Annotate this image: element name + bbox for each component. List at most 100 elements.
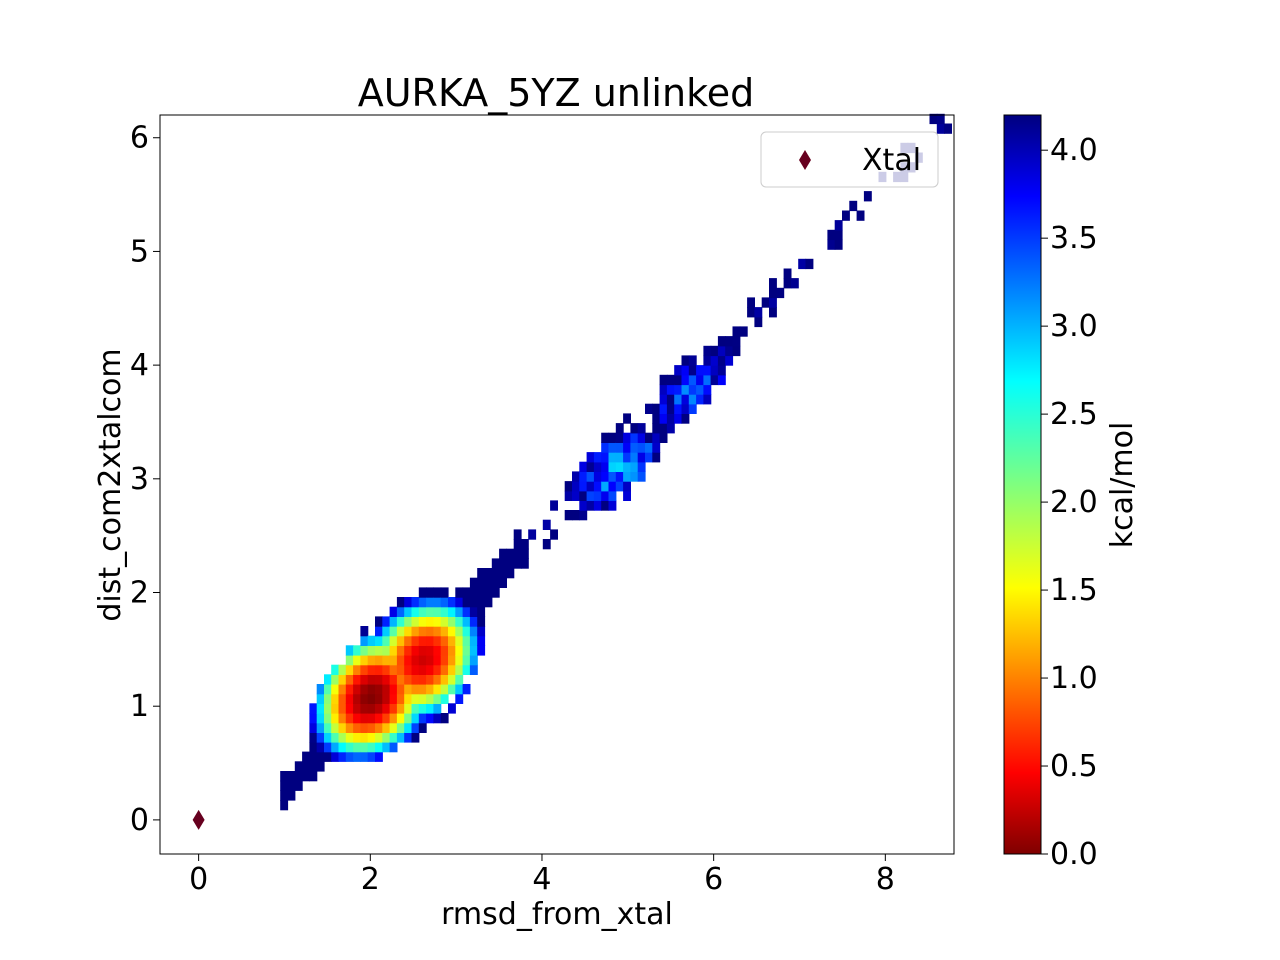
- heatmap-cell: [287, 790, 296, 801]
- heatmap-cell: [703, 365, 712, 376]
- heatmap-cell: [462, 655, 471, 666]
- heatmap-cell: [411, 703, 420, 714]
- heatmap-cell: [440, 684, 449, 695]
- heatmap-cell: [411, 597, 420, 608]
- heatmap-cell: [345, 674, 354, 685]
- heatmap-cell: [353, 693, 361, 704]
- heatmap-cell: [316, 684, 325, 695]
- heatmap-cell: [375, 732, 383, 743]
- heatmap-cell: [375, 616, 383, 627]
- heatmap-cell: [338, 713, 347, 724]
- heatmap-cell: [331, 713, 340, 724]
- y-tick-label: 5: [130, 234, 149, 269]
- heatmap-cell: [477, 587, 486, 598]
- heatmap-cell: [426, 597, 434, 608]
- heatmap-cell: [389, 664, 398, 675]
- heatmap-cell: [389, 713, 398, 724]
- heatmap-cell: [396, 664, 405, 675]
- heatmap-cell: [681, 384, 690, 395]
- x-tick-label: 0: [189, 862, 208, 897]
- heatmap-cell: [411, 693, 420, 704]
- heatmap-cell: [280, 790, 289, 801]
- heatmap-cell: [411, 674, 420, 685]
- heatmap-cell: [375, 674, 383, 685]
- heatmap-cell: [477, 577, 486, 588]
- heatmap-cell: [623, 461, 631, 472]
- heatmap-cell: [710, 365, 719, 376]
- heatmap-cell: [418, 703, 427, 714]
- heatmap-cell: [601, 500, 610, 511]
- heatmap-cell: [411, 655, 420, 666]
- heatmap-cell: [703, 394, 712, 405]
- heatmap-cell: [455, 626, 464, 637]
- heatmap-cell: [353, 674, 361, 685]
- heatmap-cell: [280, 800, 289, 811]
- heatmap-cell: [418, 664, 427, 675]
- heatmap-cell: [506, 548, 515, 559]
- heatmap-cell: [477, 597, 486, 608]
- heatmap-cell: [345, 751, 354, 762]
- plot-background: [160, 115, 954, 854]
- y-tick-label: 4: [130, 348, 149, 383]
- heatmap-cell: [338, 722, 347, 733]
- heatmap-cell: [382, 693, 391, 704]
- heatmap-cell: [389, 616, 398, 627]
- colorbar-tick-label: 4.0: [1050, 133, 1098, 168]
- heatmap-cell: [433, 626, 442, 637]
- heatmap-cell: [396, 722, 405, 733]
- heatmap-cell: [542, 519, 551, 530]
- heatmap-cell: [579, 461, 588, 472]
- heatmap-cell: [316, 742, 325, 753]
- heatmap-cell: [754, 307, 763, 318]
- heatmap-cell: [564, 490, 573, 501]
- heatmap-cell: [564, 481, 573, 492]
- colorbar: 0.0 0.5 1.0 1.5 2.0 2.5 3.0 3.5 4.0 kcal/mol: [1003, 114, 1140, 872]
- heatmap-cell: [418, 597, 427, 608]
- heatmap-cell: [608, 461, 617, 472]
- heatmap-cell: [681, 403, 690, 414]
- heatmap-cell: [433, 713, 442, 724]
- plot-area: [159, 113, 955, 855]
- heatmap-cell: [520, 548, 529, 559]
- colorbar-tick-label: 2.5: [1050, 397, 1098, 432]
- heatmap-cell: [433, 616, 442, 627]
- heatmap-cell: [338, 664, 347, 675]
- colorbar-tick-label: 1.5: [1050, 573, 1098, 608]
- heatmap-cell: [426, 635, 434, 646]
- heatmap-cell: [572, 471, 580, 482]
- heatmap-cell: [717, 374, 726, 386]
- x-axis-label: rmsd_from_xtal: [441, 897, 673, 932]
- heatmap-cell: [834, 229, 843, 241]
- heatmap-cell: [623, 432, 631, 443]
- heatmap-cell: [375, 693, 383, 704]
- y-axis-ticks: 0 1 2 3 4 5 6: [130, 121, 160, 838]
- heatmap-cell: [440, 597, 449, 608]
- heatmap-cell: [426, 713, 434, 724]
- heatmap-cell: [396, 635, 405, 646]
- heatmap-cell: [367, 732, 376, 743]
- heatmap-cell: [404, 645, 413, 656]
- heatmap-cell: [528, 529, 537, 540]
- heatmap-cell: [353, 742, 361, 753]
- legend-label-xtal: Xtal: [862, 143, 921, 178]
- heatmap-cell: [433, 606, 442, 617]
- heatmap-cell: [608, 442, 617, 453]
- heatmap-cell: [309, 703, 318, 714]
- heatmap-cell: [645, 432, 653, 443]
- heatmap-cell: [418, 587, 427, 598]
- heatmap-cell: [360, 713, 369, 724]
- heatmap-cell: [608, 432, 617, 443]
- heatmap-cell: [411, 635, 420, 646]
- heatmap-cell: [367, 703, 376, 714]
- heatmap-cell: [389, 732, 398, 743]
- heatmap-cell: [382, 645, 391, 656]
- heatmap-cell: [404, 606, 413, 617]
- heatmap-cell: [418, 693, 427, 704]
- heatmap-cell: [440, 645, 449, 656]
- heatmap-cell: [353, 703, 361, 714]
- heatmap-cell: [367, 742, 376, 753]
- heatmap-cell: [396, 732, 405, 743]
- heatmap-cell: [666, 394, 675, 405]
- heatmap-cell: [411, 732, 420, 743]
